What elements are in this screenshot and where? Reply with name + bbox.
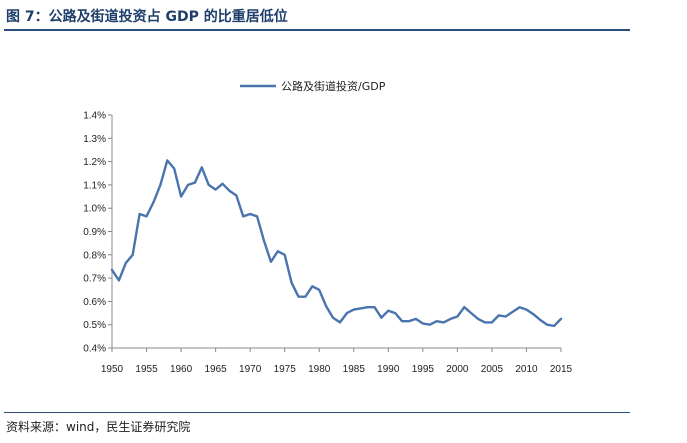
x-tick-label: 1990	[377, 364, 400, 375]
y-tick-label: 0.5%	[83, 320, 106, 331]
x-tick-label: 1950	[101, 364, 124, 375]
chart-legend: 公路及街道投资/GDP	[240, 79, 386, 93]
x-tick-label: 1955	[135, 364, 158, 375]
plot-area	[110, 159, 563, 328]
x-tick-label: 1960	[170, 364, 193, 375]
x-tick-label: 2000	[446, 364, 469, 375]
y-tick-label: 0.6%	[83, 297, 106, 308]
y-tick-label: 0.9%	[83, 227, 106, 238]
legend-label: 公路及街道投资/GDP	[281, 79, 386, 93]
y-tick-label: 1.2%	[83, 157, 106, 168]
series-line	[110, 159, 563, 328]
x-tick-label: 1970	[239, 364, 262, 375]
figure-title: 图 7：公路及街道投资占 GDP 的比重居低位	[6, 9, 288, 25]
y-axis: 0.4% 0.5% 0.6% 0.7% 0.8% 0.9% 1.0% 1.1% 1.2% 1.3%…	[83, 111, 113, 355]
y-tick-label: 1.0%	[83, 204, 106, 215]
source-rule	[4, 412, 630, 413]
x-tick-label: 2010	[515, 364, 538, 375]
y-tick-label: 1.4%	[83, 111, 106, 122]
x-axis: 1950 1955 1960 1965 1970 1975 1980 1985 1990 1995…	[101, 347, 573, 375]
x-tick-label: 1965	[204, 364, 227, 375]
title-rule	[4, 29, 630, 31]
y-tick-label: 0.4%	[83, 344, 106, 355]
x-tick-label: 1980	[308, 364, 331, 375]
y-tick-label: 1.1%	[83, 180, 106, 191]
x-tick-label: 1975	[274, 364, 297, 375]
x-tick-label: 1995	[412, 364, 435, 375]
y-tick-label: 1.3%	[83, 134, 106, 145]
line-chart: 公路及街道投资/GDP 0.4% 0.5% 0.6% 0.7% 0.8% 0.9% 1.0%…	[83, 79, 573, 375]
y-tick-label: 0.8%	[83, 250, 106, 261]
x-tick-label: 2005	[481, 364, 504, 375]
x-tick-label: 2015	[550, 364, 573, 375]
y-tick-label: 0.7%	[83, 274, 106, 285]
source-note: 资料来源：wind，民生证券研究院	[6, 420, 191, 434]
x-tick-label: 1985	[343, 364, 366, 375]
